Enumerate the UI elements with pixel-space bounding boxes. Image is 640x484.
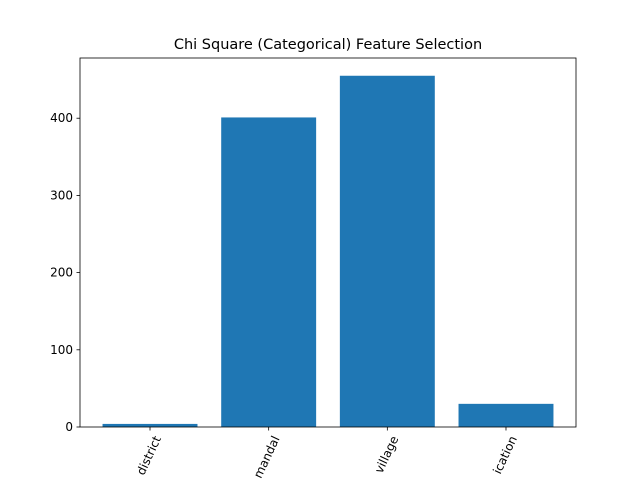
x-tick-label-mandal: mandal: [251, 434, 283, 480]
x-tick-label-district: district: [134, 433, 164, 477]
bar-location: [458, 403, 554, 427]
y-tick-label: 400: [50, 111, 73, 125]
y-tick-label: 200: [50, 266, 73, 280]
bar-district: [102, 423, 198, 427]
bar-village: [339, 75, 435, 427]
axes-frame: [79, 57, 577, 428]
y-tick-label: 300: [50, 188, 73, 202]
y-tick-label: 100: [50, 343, 73, 357]
y-tick-label: 0: [65, 420, 73, 434]
x-tick-label-location: ication: [490, 434, 520, 476]
chart-title: Chi Square (Categorical) Feature Selecti…: [174, 37, 482, 53]
plot-area: 0 100 200 300 400 district mandal village icatio…: [50, 57, 577, 480]
x-tick-label-village: village: [372, 434, 401, 476]
bar-mandal: [221, 117, 317, 428]
